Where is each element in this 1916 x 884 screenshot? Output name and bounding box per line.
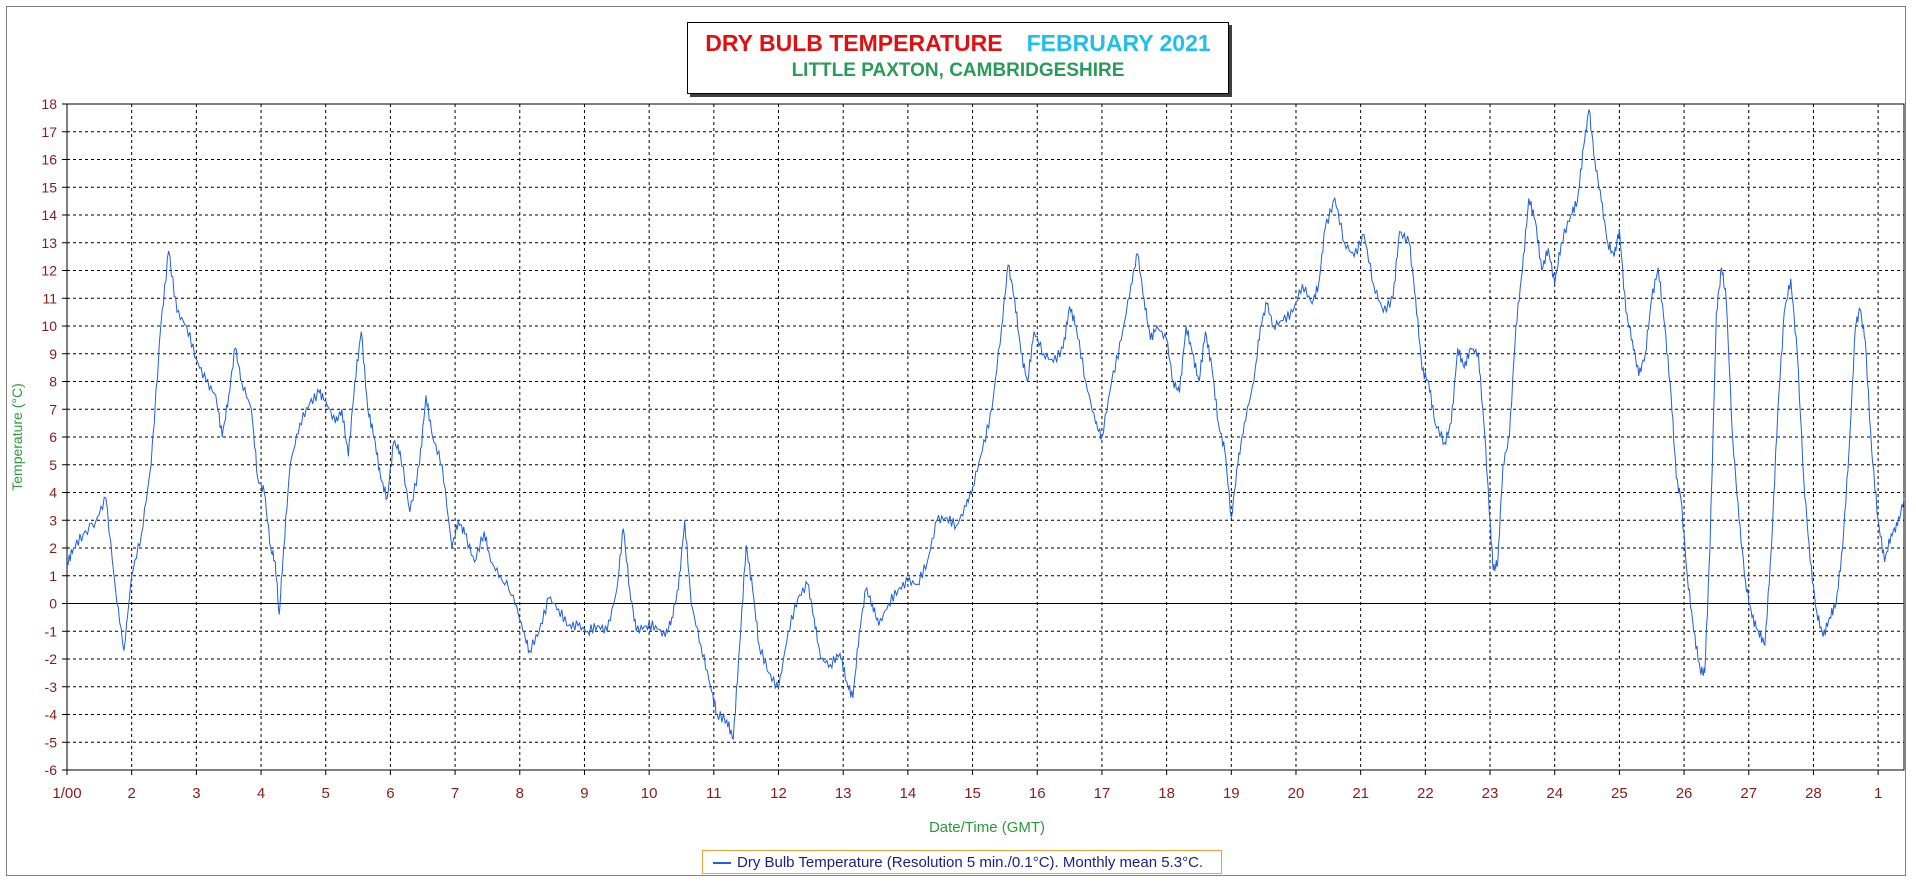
y-tick-label: 0 bbox=[49, 596, 57, 612]
y-tick-label: 4 bbox=[49, 485, 57, 501]
title-line: DRY BULB TEMPERATURE FEBRUARY 2021 bbox=[688, 30, 1228, 57]
y-axis-label: Temperature (°C) bbox=[9, 383, 25, 491]
legend-swatch bbox=[713, 862, 731, 864]
chart-title-month: FEBRUARY 2021 bbox=[1026, 30, 1211, 56]
series-line bbox=[66, 109, 1905, 740]
y-tick-label: -1 bbox=[45, 623, 58, 639]
x-tick-label: 20 bbox=[1288, 785, 1305, 802]
x-tick-label: 25 bbox=[1611, 785, 1628, 802]
y-tick-label: 14 bbox=[41, 207, 57, 223]
y-tick-label: 9 bbox=[49, 346, 57, 362]
x-tick-label: 15 bbox=[964, 785, 981, 802]
y-tick-label: -5 bbox=[45, 734, 58, 750]
y-tick-label: 1 bbox=[49, 568, 57, 584]
chart-subtitle: LITTLE PAXTON, CAMBRIDGESHIRE bbox=[791, 60, 1125, 81]
x-tick-label: 13 bbox=[835, 785, 852, 802]
y-tick-label: 13 bbox=[41, 235, 57, 251]
x-tick-label: 23 bbox=[1482, 785, 1499, 802]
y-tick-label: 11 bbox=[42, 290, 57, 306]
x-tick-label: 8 bbox=[516, 785, 524, 802]
y-tick-label: 5 bbox=[49, 457, 57, 473]
y-tick-label: 7 bbox=[49, 401, 57, 417]
y-tick-label: 6 bbox=[49, 429, 57, 445]
y-tick-label: -3 bbox=[45, 679, 58, 695]
x-tick-label: 24 bbox=[1546, 785, 1563, 802]
x-tick-label: 16 bbox=[1029, 785, 1046, 802]
y-tick-label: 15 bbox=[41, 179, 57, 195]
chart-title-box: DRY BULB TEMPERATURE FEBRUARY 2021 LITTLE… bbox=[687, 22, 1229, 94]
x-tick-label: 17 bbox=[1094, 785, 1111, 802]
y-tick-label: 12 bbox=[41, 263, 57, 279]
x-tick-label: 5 bbox=[322, 785, 330, 802]
x-tick-label: 28 bbox=[1805, 785, 1822, 802]
x-axis-label: Date/Time (GMT) bbox=[929, 819, 1045, 836]
y-tick-label: 16 bbox=[41, 152, 57, 168]
y-tick-label: 3 bbox=[49, 512, 57, 528]
y-tick-label: 8 bbox=[49, 374, 57, 390]
y-tick-label: -2 bbox=[45, 651, 58, 667]
x-tick-label: 22 bbox=[1417, 785, 1434, 802]
chart-title: DRY BULB TEMPERATURE bbox=[705, 30, 1003, 56]
x-tick-label: 21 bbox=[1352, 785, 1369, 802]
x-tick-label: 14 bbox=[900, 785, 917, 802]
x-tick-label: 2 bbox=[128, 785, 136, 802]
chart-frame bbox=[6, 6, 1906, 876]
x-tick-label: 4 bbox=[257, 785, 265, 802]
series-layer bbox=[66, 109, 1905, 740]
x-tick-label: 26 bbox=[1676, 785, 1693, 802]
y-tick-label: -4 bbox=[45, 707, 58, 723]
y-tick-label: 18 bbox=[41, 96, 57, 112]
y-tick-label: 10 bbox=[41, 318, 57, 334]
axes-layer: 1817161514131211109876543210-1-2-3-4-5-6… bbox=[41, 96, 1905, 802]
x-tick-label: 18 bbox=[1158, 785, 1175, 802]
x-tick-label: 7 bbox=[451, 785, 459, 802]
x-tick-label: 10 bbox=[641, 785, 658, 802]
legend-label: Dry Bulb Temperature (Resolution 5 min./… bbox=[737, 854, 1204, 871]
x-tick-label: 9 bbox=[580, 785, 588, 802]
x-tick-label: 27 bbox=[1740, 785, 1757, 802]
y-tick-label: -6 bbox=[45, 762, 58, 778]
x-tick-label: 11 bbox=[706, 785, 722, 802]
y-tick-label: 2 bbox=[49, 540, 57, 556]
y-tick-label: 17 bbox=[41, 124, 57, 140]
x-tick-label: 19 bbox=[1223, 785, 1240, 802]
grid-layer bbox=[67, 104, 1904, 770]
x-tick-label: 3 bbox=[192, 785, 200, 802]
legend: Dry Bulb Temperature (Resolution 5 min./… bbox=[702, 850, 1222, 874]
x-tick-label: 1 bbox=[1874, 785, 1882, 802]
x-tick-label: 12 bbox=[770, 785, 787, 802]
x-tick-label: 1/00 bbox=[52, 785, 81, 802]
x-tick-label: 6 bbox=[386, 785, 394, 802]
